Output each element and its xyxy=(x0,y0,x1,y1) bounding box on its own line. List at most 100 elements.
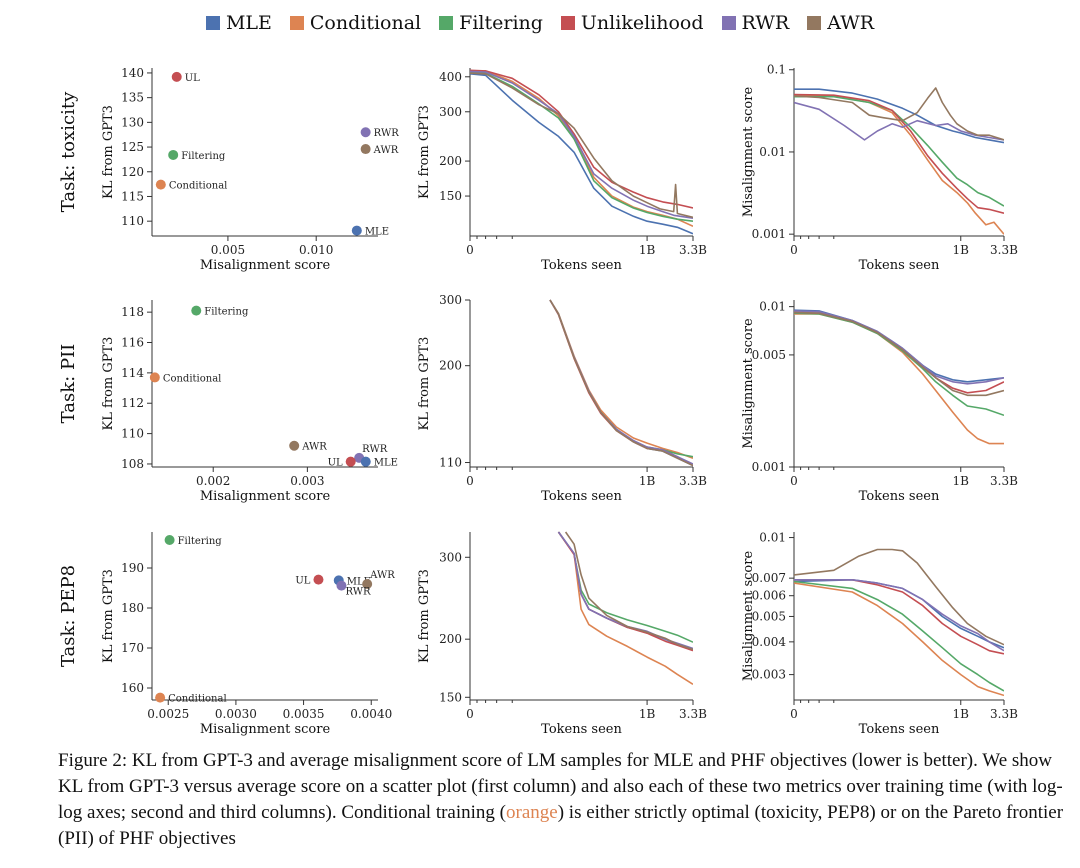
y-tick-label: 0.1 xyxy=(767,63,786,77)
x-tick-label: 0.005 xyxy=(211,243,245,257)
y-tick-label: 0.005 xyxy=(752,348,786,362)
chart-PII-misalignment-curve: 0.001 0.005 0.01 0 1B 3.3B Tokens seen Misalign… xyxy=(741,300,1018,504)
x-axis-label: Misalignment score xyxy=(200,489,331,504)
x-axis-label: Tokens seen xyxy=(541,489,622,504)
y-tick-label: 200 xyxy=(439,359,462,373)
scatter-label: MLE xyxy=(365,227,389,238)
x-tick-label: 3.3B xyxy=(990,243,1018,257)
scatter-label: AWR xyxy=(301,442,327,453)
series-line-awr xyxy=(470,72,693,219)
series-line-unlikelihood xyxy=(794,93,1004,214)
scatter-label: UL xyxy=(295,576,310,587)
legend-label: MLE xyxy=(225,12,272,34)
series-line-conditional xyxy=(470,70,693,228)
y-tick-label: 110 xyxy=(121,214,144,228)
series-line-awr xyxy=(794,311,1004,397)
x-tick-label: 0.002 xyxy=(196,474,230,488)
legend-item-filtering: Filtering xyxy=(439,12,543,34)
y-tick-label: 116 xyxy=(121,336,144,350)
series-line-filtering xyxy=(470,71,693,222)
x-tick-label: 3.3B xyxy=(679,243,707,257)
series-line-rwr xyxy=(794,579,1004,652)
scatter-label: Conditional xyxy=(163,373,222,384)
x-tick-label: 0 xyxy=(790,243,798,257)
y-tick-label: 0.007 xyxy=(752,571,786,585)
scatter-point-awr xyxy=(360,144,371,155)
y-tick-label: 0.003 xyxy=(752,668,786,682)
series-line-mle xyxy=(470,73,693,235)
x-axis-label: Misalignment score xyxy=(200,258,331,273)
y-tick-label: 0.001 xyxy=(752,227,786,241)
scatter-label: AWR xyxy=(373,145,399,156)
legend-label: Filtering xyxy=(459,12,543,34)
y-tick-label: 150 xyxy=(439,189,462,203)
y-tick-label: 130 xyxy=(121,115,144,129)
legend-item-conditional: Conditional xyxy=(289,12,421,34)
chart-PEP8-misalignment-curve: 0.003 0.004 0.005 0.006 0.007 0.01 0 1B 3.3B Toke… xyxy=(741,531,1018,737)
x-tick-label: 1B xyxy=(639,474,656,488)
x-axis-label: Tokens seen xyxy=(541,258,622,273)
legend-item-rwr: RWR xyxy=(721,12,789,34)
scatter-label: UL xyxy=(185,73,200,84)
chart-PII-scatter: 108 110 112 114 116 118 0.002 0.003Misalignment… xyxy=(101,300,398,504)
scatter-point-awr xyxy=(289,440,300,451)
y-tick-label: 140 xyxy=(121,66,144,80)
scatter-label: Filtering xyxy=(181,151,226,162)
x-tick-label: 0.0040 xyxy=(350,707,392,721)
caption-highlight: orange xyxy=(506,802,558,823)
scatter-point-mle xyxy=(360,456,371,467)
y-tick-label: 0.01 xyxy=(759,145,786,159)
y-tick-label: 115 xyxy=(121,189,144,203)
y-tick-label: 200 xyxy=(439,154,462,168)
y-tick-label: 112 xyxy=(121,396,144,410)
y-tick-label: 150 xyxy=(439,690,462,704)
chart-toxicity-misalignment-curve: 0.001 0.01 0.1 0 1B 3.3B Tokens seen Misalignme… xyxy=(741,63,1018,273)
y-axis-label: Misalignment score xyxy=(741,551,756,682)
y-tick-label: 0.005 xyxy=(752,609,786,623)
chart-PEP8-kl-curve: 150 200 300 0 1B 3.3B Tokens seen KL from GPT3 xyxy=(417,531,707,737)
y-tick-label: 300 xyxy=(439,105,462,119)
scatter-label: Filtering xyxy=(204,307,249,318)
legend-swatch xyxy=(560,16,575,30)
series-line-rwr xyxy=(549,299,693,465)
x-tick-label: 1B xyxy=(953,707,970,721)
series-group xyxy=(794,309,1004,445)
x-tick-label: 0.0030 xyxy=(215,707,257,721)
x-tick-label: 3.3B xyxy=(679,707,707,721)
series-group xyxy=(794,548,1004,697)
y-tick-label: 300 xyxy=(439,293,462,307)
caption-text-after: ) is either strictly optimal (toxicity, … xyxy=(58,802,1064,849)
x-tick-label: 0 xyxy=(466,707,474,721)
y-tick-label: 0.006 xyxy=(752,589,786,603)
x-axis-label: Tokens seen xyxy=(859,489,940,504)
legend-item-awr: AWR xyxy=(807,12,874,34)
chart-PII-kl-curve: 110 200 300 0 1B 3.3B Tokens seen KL from GPT3 xyxy=(417,293,707,504)
y-axis-label: KL from GPT3 xyxy=(101,337,116,431)
legend-swatch xyxy=(205,16,220,30)
series-line-awr xyxy=(794,87,1004,141)
scatter-label: RWR xyxy=(345,587,371,598)
scatter-label: MLE xyxy=(347,576,371,587)
y-tick-label: 120 xyxy=(121,165,144,179)
x-tick-label: 1B xyxy=(639,707,656,721)
series-line-filtering xyxy=(794,580,1004,692)
legend-item-mle: MLE xyxy=(205,12,272,34)
x-axis-label: Misalignment score xyxy=(200,722,331,737)
scatter-point-conditional xyxy=(155,692,166,703)
x-tick-label: 3.3B xyxy=(990,707,1018,721)
x-axis-label: Tokens seen xyxy=(541,722,622,737)
y-tick-label: 0.004 xyxy=(752,635,787,649)
series-line-filtering xyxy=(794,95,1004,207)
y-tick-label: 125 xyxy=(121,140,144,154)
y-axis-label: KL from GPT3 xyxy=(101,105,116,199)
scatter-point-ul xyxy=(313,574,324,585)
x-tick-label: 0.0025 xyxy=(147,707,189,721)
x-tick-label: 0.010 xyxy=(299,243,333,257)
series-line-conditional xyxy=(557,531,693,685)
legend-swatch xyxy=(289,16,304,30)
series-line-mle xyxy=(794,579,1004,649)
x-tick-label: 0 xyxy=(790,474,798,488)
legend-item-unlikelihood: Unlikelihood xyxy=(560,12,704,34)
y-axis-label: Misalignment score xyxy=(741,318,756,449)
series-line-unlikelihood xyxy=(549,299,693,467)
